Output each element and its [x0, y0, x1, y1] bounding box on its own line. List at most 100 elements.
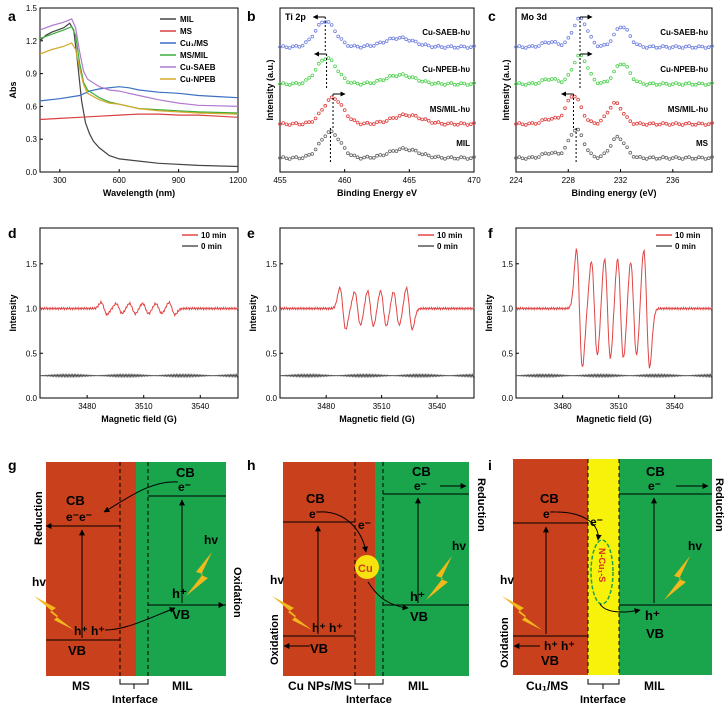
- x-axis-label: Magnetic field (G): [101, 414, 177, 424]
- data-point: [579, 105, 584, 109]
- data-point: [388, 36, 392, 41]
- data-point: [455, 45, 460, 50]
- data-point: [362, 81, 366, 86]
- data-point: [449, 44, 454, 48]
- diagram-i: N-Cu₁-S CB e⁻ e⁻ CB e⁻ h⁺ VB h⁺ h⁺ VB hv…: [499, 459, 725, 706]
- data-point: [294, 81, 299, 85]
- data-point: [388, 74, 392, 78]
- data-point: [326, 20, 331, 24]
- data-point: [397, 114, 402, 118]
- y-tick-label: 0.5: [266, 349, 278, 358]
- data-point: [304, 40, 308, 44]
- data-point: [401, 112, 405, 116]
- y-tick-label: 0.0: [26, 394, 38, 403]
- data-point: [378, 119, 383, 124]
- lightning-icon: [664, 556, 690, 600]
- data-point: [599, 154, 603, 159]
- data-point: [697, 81, 701, 85]
- data-point: [576, 127, 580, 132]
- data-point: [566, 138, 571, 143]
- data-point: [443, 83, 447, 87]
- data-point: [654, 157, 659, 161]
- data-point: [452, 122, 457, 127]
- data-point: [394, 37, 399, 41]
- data-point: [625, 145, 629, 150]
- plot-frame: [279, 7, 475, 173]
- data-point: [635, 42, 639, 47]
- data-point: [602, 42, 606, 47]
- data-point: [391, 149, 396, 153]
- x-axis-label: Magnetic field (G): [576, 414, 652, 424]
- data-point: [287, 123, 292, 127]
- data-point: [439, 82, 444, 86]
- data-point: [436, 154, 441, 159]
- data-point: [657, 156, 662, 161]
- data-point: [401, 146, 405, 150]
- data-point: [417, 42, 421, 46]
- data-point: [313, 28, 318, 33]
- data-point: [608, 105, 613, 110]
- data-point: [397, 35, 402, 40]
- data-point: [355, 44, 360, 49]
- series-label: Cu-SAEB-hυ: [422, 28, 470, 37]
- reduction-label: Reduction: [713, 478, 725, 532]
- data-point: [365, 154, 370, 159]
- data-point: [446, 81, 450, 86]
- data-point: [651, 44, 655, 48]
- data-point: [304, 78, 308, 82]
- data-point: [651, 121, 655, 125]
- data-point: [410, 38, 415, 43]
- data-point: [355, 120, 360, 125]
- data-point: [684, 121, 688, 126]
- data-point: [316, 61, 321, 66]
- plot-frame: [279, 227, 475, 399]
- data-point: [430, 45, 434, 50]
- legend-entry: 10 min: [201, 231, 226, 240]
- data-point: [556, 79, 561, 83]
- data-point: [697, 155, 701, 160]
- data-point: [618, 137, 623, 142]
- ms-holes-label: h⁺ h⁺: [74, 624, 105, 638]
- data-point: [462, 121, 467, 126]
- data-point: [520, 156, 525, 161]
- series-line: [39, 22, 239, 168]
- data-point: [618, 25, 623, 30]
- data-point: [648, 44, 652, 49]
- x-tick-label: 470: [467, 176, 481, 185]
- chart-title: Ti 2p: [285, 12, 306, 22]
- data-point: [310, 73, 315, 78]
- panel-label-i: i: [488, 457, 492, 473]
- data-point: [420, 152, 425, 157]
- data-point: [635, 155, 639, 160]
- data-point: [674, 155, 678, 159]
- data-point: [625, 115, 629, 119]
- data-point: [371, 43, 376, 48]
- data-point: [426, 153, 431, 158]
- data-point: [462, 81, 467, 86]
- x-axis-label: Binding Energy eV: [337, 188, 417, 198]
- data-point: [621, 62, 626, 67]
- legend-entry: MS/MIL: [180, 51, 208, 60]
- data-point: [368, 122, 373, 126]
- data-point: [287, 157, 292, 161]
- data-point: [514, 45, 518, 49]
- data-point: [648, 155, 652, 160]
- data-point: [638, 43, 642, 47]
- data-point: [423, 79, 428, 83]
- x-axis-label: Wavelength (nm): [103, 188, 175, 198]
- data-point: [449, 121, 454, 125]
- x-tick-label: 3510: [135, 402, 153, 411]
- legend-entry: 10 min: [675, 231, 700, 240]
- data-point: [381, 40, 386, 45]
- data-point: [523, 46, 528, 50]
- interface-bracket: [354, 679, 384, 689]
- mil-cb-label: CB: [412, 464, 431, 479]
- mil-block: [619, 459, 712, 675]
- data-point: [384, 119, 389, 123]
- data-point: [530, 81, 535, 85]
- data-point: [589, 71, 593, 76]
- y-tick-label: 1.5: [26, 4, 38, 13]
- mil-hole-label: h⁺: [645, 608, 660, 623]
- diagram-g: CB e⁻e⁻ CB e⁻ h⁺ VB h⁺ h⁺ VB hv hv Reduc…: [32, 462, 243, 706]
- lightning-icon: [34, 596, 74, 630]
